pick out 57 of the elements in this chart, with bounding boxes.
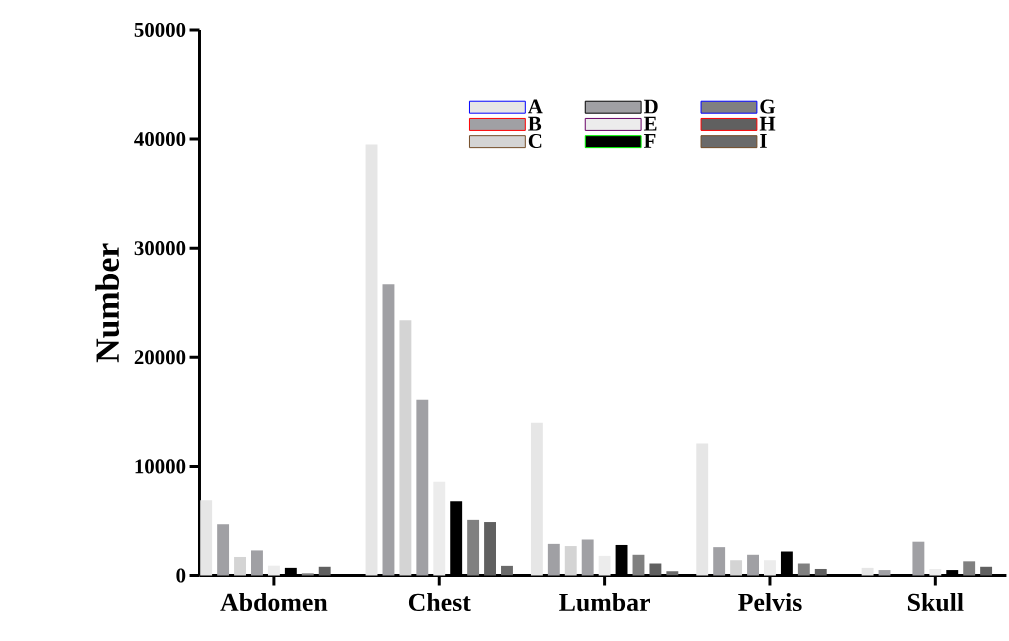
bar [234,556,246,576]
bar [696,443,709,576]
bar [365,144,378,576]
y-tick-label: 30000 [134,240,186,256]
bar [433,481,446,576]
bar [217,524,230,576]
bar [797,563,810,576]
bar [267,565,280,576]
bar [878,569,891,576]
legend-label: I [760,133,767,148]
bar [530,422,543,576]
bar [980,566,993,576]
y-tick-label: 20000 [134,350,186,365]
bar [598,555,611,576]
bar [861,567,874,576]
bar [632,554,645,576]
bar [814,568,827,576]
bar [416,399,429,576]
bar [382,283,395,576]
bar [912,541,925,576]
bar [484,521,496,576]
bar [730,560,743,576]
x-tick-label: Pelvis [738,592,802,611]
y-tick-label: 50000 [134,22,186,37]
bar [747,554,759,576]
bar [251,550,263,576]
bar [564,545,577,576]
bar [200,500,213,576]
bar [467,519,480,576]
legend-label: A [528,99,543,114]
legend-label: C [528,133,542,148]
y-tick-label: 0 [176,568,186,583]
bar [713,546,726,576]
y-tick-label: 10000 [135,459,186,474]
legend-label: H [759,116,776,131]
x-tick-label: Chest [408,592,471,611]
y-axis-title: Number [95,243,120,362]
legend-label: E [643,116,657,131]
bar [399,320,412,576]
legend-label: B [528,116,542,131]
legend-label: G [760,99,776,114]
bar [301,573,314,576]
x-tick-label: Abdomen [220,592,328,611]
bar [581,539,594,576]
bar [547,543,560,576]
bar [963,561,976,576]
legend-label: F [643,133,656,148]
x-tick-label: Lumbar [559,592,650,611]
bar [666,570,679,576]
bar [764,560,776,576]
bar [649,563,662,576]
bar [318,566,331,576]
y-tick-label: 40000 [134,131,186,146]
bar [501,565,513,576]
legend-label: D [643,99,658,114]
bar [929,568,942,576]
x-tick-label: Skull [907,592,964,611]
